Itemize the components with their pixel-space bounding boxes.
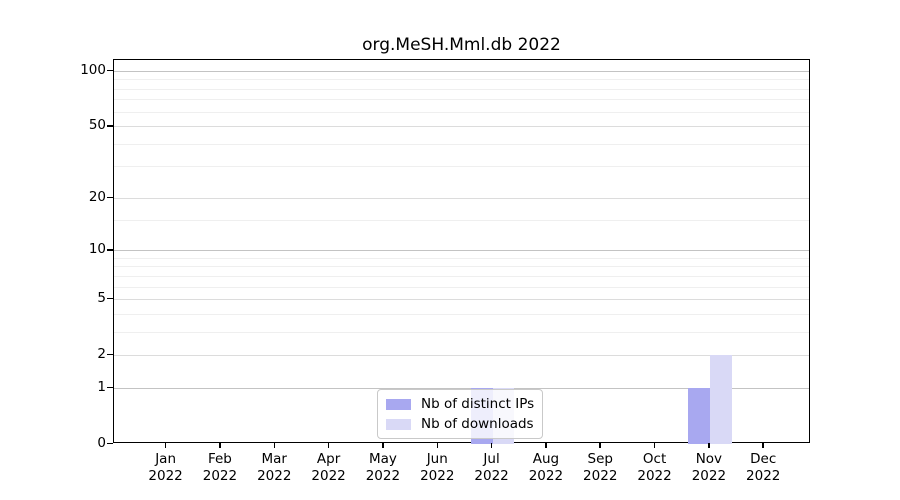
x-axis-tick [327, 443, 330, 448]
x-tick-year: 2022 [420, 468, 455, 484]
gridline [114, 79, 809, 81]
gridline [114, 88, 809, 90]
gridline [114, 313, 809, 315]
gridline [114, 257, 809, 259]
gridline [114, 126, 809, 128]
gridline [114, 286, 809, 288]
legend-item-distinct-ips: Nb of distinct IPs [386, 396, 534, 412]
legend: Nb of distinct IPs Nb of downloads [377, 389, 543, 439]
gridline [114, 354, 809, 356]
x-axis-tick [273, 443, 275, 448]
x-tick-year: 2022 [311, 468, 346, 484]
legend-label-downloads: Nb of downloads [421, 416, 534, 432]
x-tick-label: May 2022 [351, 451, 415, 485]
legend-swatch-downloads [386, 418, 411, 430]
x-axis-tick [599, 443, 601, 448]
gridline [114, 197, 809, 199]
y-tick-label: 2 [97, 345, 106, 362]
y-tick-label: 0 [97, 434, 106, 451]
gridline [114, 331, 809, 333]
x-tick-month: Nov [695, 451, 723, 467]
gridline [114, 219, 809, 221]
y-tick-label: 20 [88, 188, 106, 205]
x-axis-tick [219, 443, 221, 448]
gridline [114, 250, 809, 252]
x-tick-month: Jun [426, 451, 448, 467]
x-tick-month: Jul [483, 451, 500, 467]
x-tick-label: Jul 2022 [460, 451, 524, 485]
y-tick-label: 10 [88, 241, 106, 258]
plot-area [113, 59, 810, 444]
y-axis-tick [107, 297, 113, 300]
x-tick-label: Feb 2022 [188, 451, 252, 485]
chart-title: org.MeSH.Mml.db 2022 [362, 35, 561, 55]
x-axis-tick [382, 443, 384, 448]
legend-swatch-distinct-ips [386, 398, 411, 410]
x-axis-tick [490, 443, 493, 448]
y-axis-tick [107, 386, 113, 389]
gridline [114, 298, 809, 300]
x-tick-label: Aug 2022 [514, 451, 578, 485]
x-tick-year: 2022 [637, 468, 672, 484]
x-tick-year: 2022 [474, 468, 509, 484]
y-tick-label: 5 [97, 289, 106, 306]
x-axis-tick [762, 443, 764, 448]
gridline [114, 143, 809, 145]
x-tick-month: Oct [642, 451, 667, 467]
x-tick-label: Mar 2022 [242, 451, 306, 485]
x-tick-year: 2022 [583, 468, 618, 484]
gridline [114, 387, 809, 389]
x-tick-month: Mar [261, 451, 287, 467]
x-tick-label: Apr 2022 [297, 451, 361, 485]
x-tick-year: 2022 [528, 468, 564, 484]
y-axis-tick [107, 196, 113, 199]
x-tick-month: Feb [207, 451, 232, 467]
x-tick-label: Oct 2022 [623, 451, 687, 485]
y-axis-tick [107, 353, 113, 356]
x-tick-month: Sep [587, 451, 613, 467]
x-tick-month: Jan [155, 451, 176, 467]
x-tick-month: Dec [750, 451, 777, 467]
x-axis-tick [436, 443, 438, 448]
x-tick-label: Nov 2022 [677, 451, 741, 485]
bar-nb-of-downloads [709, 354, 732, 444]
x-axis-tick [545, 443, 547, 448]
gridline [114, 166, 809, 168]
gridline [114, 111, 809, 113]
y-axis-tick [107, 69, 113, 72]
gridline [114, 266, 809, 268]
x-tick-year: 2022 [257, 468, 292, 484]
gridline [114, 99, 809, 101]
y-axis-tick [107, 442, 113, 445]
x-tick-label: Dec 2022 [731, 451, 795, 485]
y-axis-tick [107, 125, 113, 127]
x-tick-year: 2022 [746, 468, 781, 484]
bar-nb-of-distinct-ips [688, 387, 710, 444]
y-tick-label: 100 [80, 61, 106, 78]
legend-label-distinct-ips: Nb of distinct IPs [421, 396, 535, 412]
x-tick-year: 2022 [148, 468, 183, 484]
x-tick-year: 2022 [202, 468, 238, 484]
y-axis-tick [107, 249, 113, 251]
gridline [114, 70, 809, 72]
x-tick-month: Apr [316, 451, 341, 467]
x-axis-tick [164, 443, 167, 448]
y-tick-label: 1 [97, 378, 106, 395]
legend-item-downloads: Nb of downloads [386, 416, 534, 432]
x-tick-label: Jan 2022 [134, 451, 198, 485]
x-axis-tick [708, 443, 710, 448]
x-tick-label: Sep 2022 [568, 451, 632, 485]
x-tick-month: Aug [532, 451, 560, 467]
y-tick-label: 50 [88, 117, 106, 134]
x-axis-tick [653, 443, 656, 448]
x-tick-label: Jun 2022 [405, 451, 469, 485]
gridline [114, 275, 809, 277]
x-tick-year: 2022 [691, 468, 727, 484]
x-tick-year: 2022 [365, 468, 401, 484]
x-tick-month: May [368, 451, 397, 467]
